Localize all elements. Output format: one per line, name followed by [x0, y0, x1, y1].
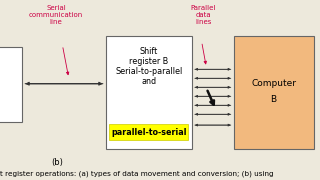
Bar: [234, 36, 314, 149]
Text: t register operations: (a) types of data movement and conversion; (b) using: t register operations: (a) types of data…: [0, 171, 274, 177]
Text: Shift: Shift: [140, 47, 158, 56]
Text: Serial
communication
line: Serial communication line: [29, 4, 83, 26]
Bar: [106, 36, 192, 149]
Bar: [0, 47, 22, 122]
Text: Computer: Computer: [251, 79, 296, 88]
Bar: [109, 124, 188, 140]
Text: (b): (b): [52, 158, 64, 167]
Text: register B: register B: [129, 57, 168, 66]
Text: Serial-to-parallel: Serial-to-parallel: [115, 67, 182, 76]
Text: Parallel
data
lines: Parallel data lines: [190, 4, 216, 26]
Text: B: B: [270, 95, 277, 104]
Text: parallel-to-serial: parallel-to-serial: [111, 128, 187, 137]
Text: and: and: [141, 76, 156, 86]
